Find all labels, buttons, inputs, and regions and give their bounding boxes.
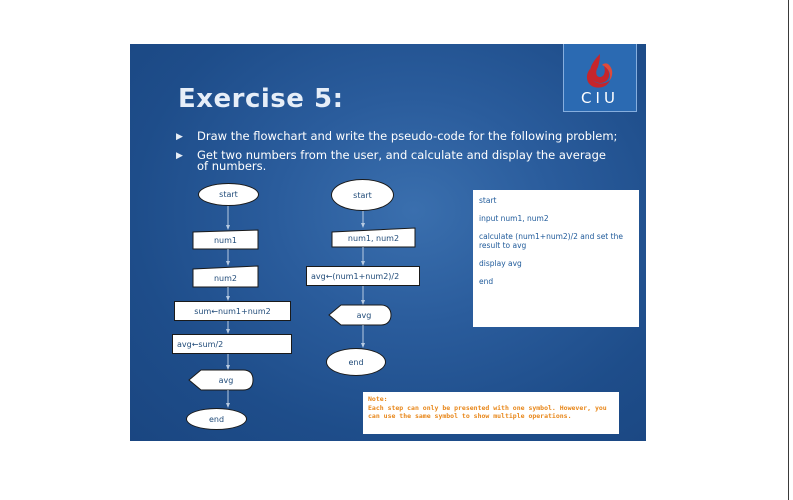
flowchart-left-input-num1: num1: [213, 236, 238, 245]
slide: Exercise 5: CIU ▶ Draw the flowchart and…: [130, 44, 646, 441]
page-border-line: [788, 0, 789, 500]
flowchart-left-output-avg: avg: [218, 375, 234, 385]
bullet-text: Draw the flowchart and write the pseudo-…: [197, 129, 618, 143]
input-num1-shape: [192, 229, 259, 250]
flowchart-left-process-avg: avg←sum/2: [172, 334, 292, 354]
input-num1-num2-shape: [331, 227, 416, 248]
logo-text: CIU: [581, 89, 619, 107]
pseudocode-line: start: [479, 196, 497, 205]
input-num2-shape: [192, 265, 259, 288]
bullet-arrow-icon: ▶: [176, 151, 183, 161]
bullet-text: Get two numbers from the user, and calcu…: [197, 148, 606, 173]
flame-logo-icon: [586, 54, 613, 88]
note-label: Note:: [368, 395, 388, 403]
note-text: Each step can only be presented with one…: [368, 403, 607, 421]
pseudocode-line: calculate (num1+num2)/2 and set the resu…: [479, 232, 623, 250]
flowchart-left-process-sum: sum←num1+num2: [174, 301, 291, 321]
pseudocode-box: start input num1, num2 calculate (num1+n…: [473, 190, 639, 327]
flowchart-middle-input: num1, num2: [347, 234, 400, 243]
flowchart-middle-start: start: [331, 179, 394, 211]
bullet-arrow-icon: ▶: [176, 132, 183, 142]
flowchart-left-end: end: [186, 408, 247, 430]
flowchart-left-input-num2: num2: [213, 273, 238, 283]
flowchart-middle-output-avg: avg: [356, 310, 372, 320]
slide-title: Exercise 5:: [178, 84, 344, 114]
flowchart-left-start: start: [198, 183, 259, 206]
ciu-logo: CIU: [563, 44, 637, 112]
flowchart-middle-end: end: [326, 348, 386, 376]
pseudocode-line: display avg: [479, 259, 522, 268]
display-avg-middle-shape: [328, 304, 392, 326]
display-avg-left-shape: [188, 369, 254, 391]
note-box: Note: Each step can only be presented wi…: [363, 392, 619, 434]
pseudocode-line: input num1, num2: [479, 214, 549, 223]
pseudocode-line: end: [479, 277, 494, 286]
flowchart-left-shapes: [188, 206, 416, 408]
flowchart-middle-process: avg←(num1+num2)/2: [306, 266, 420, 286]
